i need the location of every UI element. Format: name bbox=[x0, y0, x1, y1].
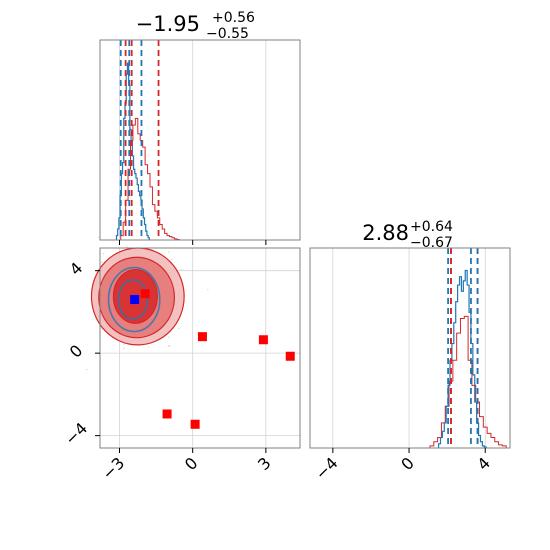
param-1-title-plus: +0.56 bbox=[212, 10, 255, 26]
joint-sample-point bbox=[207, 288, 209, 291]
joint-x-tick-label: −3 bbox=[98, 453, 128, 483]
joint-blue-marker bbox=[130, 295, 140, 305]
param-2-x-tick-label: 0 bbox=[397, 453, 418, 474]
joint-red-marker bbox=[140, 289, 150, 299]
joint-blue-contour bbox=[117, 279, 149, 320]
joint-blue-contour bbox=[107, 266, 161, 333]
joint-sample-point bbox=[101, 261, 103, 263]
joint-y-tick-label: 0 bbox=[66, 341, 87, 362]
param-2-title-minus: −0.67 bbox=[410, 235, 453, 251]
joint-red-marker bbox=[197, 332, 207, 342]
joint-x-tick-label: 3 bbox=[254, 453, 275, 474]
joint-sample-point bbox=[123, 347, 125, 350]
param-1-title-minus: −0.55 bbox=[206, 26, 249, 42]
joint-sample-point bbox=[178, 327, 180, 330]
joint-sample-point bbox=[102, 253, 105, 255]
param-2-title-plus: +0.64 bbox=[410, 219, 453, 235]
param-2-x-tick-label: 4 bbox=[473, 453, 494, 474]
param-1-red-histogram bbox=[120, 117, 180, 241]
joint-sample-point bbox=[125, 246, 128, 248]
joint-sample-point bbox=[140, 233, 143, 235]
param-1-title-value: −1.95 bbox=[136, 12, 200, 36]
joint-red-marker bbox=[285, 351, 295, 361]
param-2-red-histogram bbox=[429, 315, 507, 448]
param-2-x-tick-label: −4 bbox=[312, 453, 342, 483]
joint-red-marker bbox=[258, 335, 268, 345]
joint-plot-layer bbox=[86, 228, 300, 448]
joint-panel: −3 0 3 −4 0 4 bbox=[61, 228, 301, 484]
marginal-panel-param-1: −1.95 +0.56 −0.55 bbox=[99, 10, 301, 245]
joint-red-marker bbox=[190, 419, 200, 429]
joint-sample-point bbox=[126, 228, 128, 230]
joint-sample-point bbox=[167, 336, 170, 338]
param-2-title-value: 2.88 bbox=[362, 221, 409, 245]
joint-sample-point bbox=[86, 368, 88, 371]
param-1-plot-layer bbox=[100, 40, 300, 241]
joint-x-tick-label: 0 bbox=[181, 453, 202, 474]
joint-sample-point bbox=[167, 251, 170, 253]
param-2-plot-layer bbox=[310, 248, 510, 449]
panel-3-frame bbox=[309, 247, 511, 449]
joint-sample-point bbox=[147, 346, 150, 348]
param-2-blue-histogram bbox=[437, 269, 487, 448]
joint-sample-point bbox=[171, 258, 173, 261]
joint-sample-point bbox=[167, 345, 170, 348]
panel-1-frame bbox=[99, 39, 301, 241]
marginal-panel-param-2: 2.88 +0.64 −0.67 −4 0 4 bbox=[309, 219, 511, 484]
joint-sample-point bbox=[169, 345, 171, 347]
joint-y-tick-label: 4 bbox=[66, 258, 87, 279]
joint-sample-point bbox=[98, 236, 100, 239]
joint-red-marker bbox=[162, 409, 172, 419]
joint-sample-point bbox=[180, 269, 183, 271]
panel-2-frame bbox=[99, 247, 301, 449]
joint-sample-point bbox=[123, 343, 125, 345]
joint-y-tick-label: −4 bbox=[61, 419, 91, 449]
